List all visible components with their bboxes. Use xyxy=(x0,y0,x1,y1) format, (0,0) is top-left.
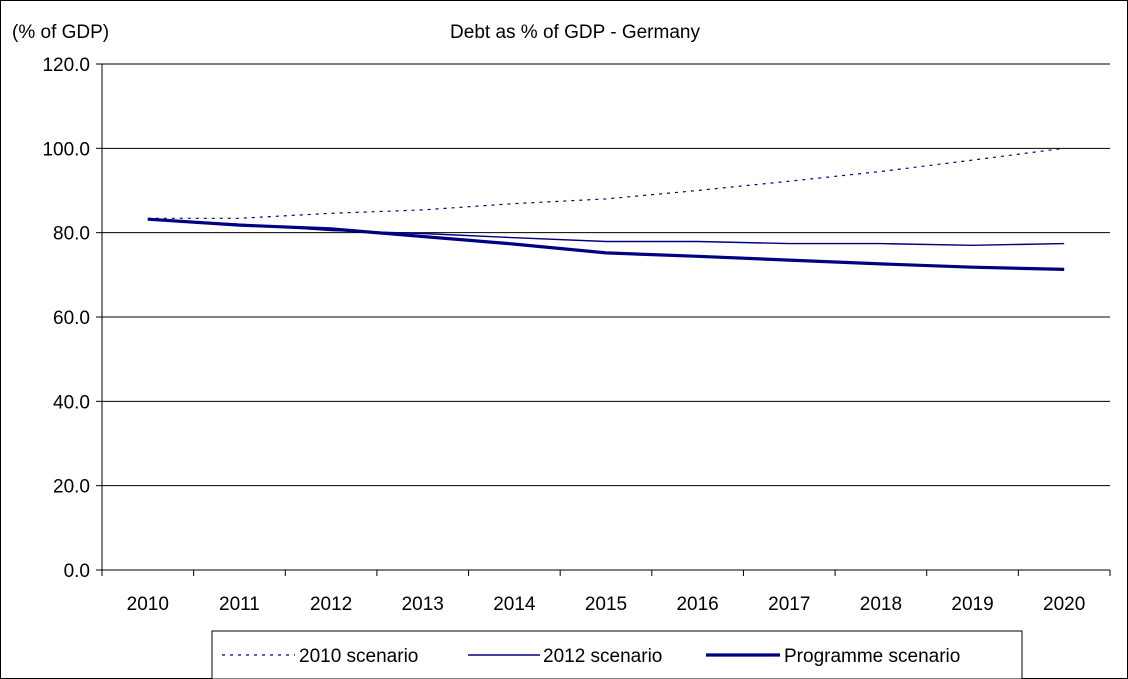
x-tick-label: 2019 xyxy=(951,594,993,615)
x-tick-label: 2017 xyxy=(768,594,810,615)
series-line xyxy=(147,217,1065,271)
legend-label: 2012 scenario xyxy=(543,646,662,667)
x-tick-label: 2010 xyxy=(127,594,169,615)
x-axis-ticks: 2010 2011 2012 2013 2014 2015 2016 2017 2018 2019… xyxy=(101,570,1111,615)
y-axis-unit-label: (% of GDP) xyxy=(12,22,109,43)
x-tick-label: 2014 xyxy=(493,594,536,615)
legend-label: 2010 scenario xyxy=(299,646,418,667)
legend: 2010 scenario 2012 scenario Programme scen… xyxy=(211,630,1023,679)
y-tick-label: 80.0 xyxy=(53,224,90,245)
legend-label: Programme scenario xyxy=(784,646,960,667)
y-tick-label: 120.0 xyxy=(42,55,90,76)
x-tick-label: 2018 xyxy=(860,594,902,615)
series-lines xyxy=(147,147,1065,271)
x-tick-label: 2012 xyxy=(310,594,352,615)
y-tick-label: 60.0 xyxy=(53,308,90,329)
y-tick-label: 0.0 xyxy=(64,561,90,582)
y-tick-label: 40.0 xyxy=(53,392,90,413)
x-tick-label: 2020 xyxy=(1043,594,1085,615)
chart-title: Debt as % of GDP - Germany xyxy=(450,22,700,43)
x-tick-label: 2016 xyxy=(676,594,718,615)
legend-box xyxy=(211,630,1023,679)
y-axis-ticks: 0.0 20.0 40.0 60.0 80.0 100.0 120.0 xyxy=(42,55,102,582)
y-tick-label: 20.0 xyxy=(53,477,90,498)
x-tick-label: 2011 xyxy=(219,594,260,615)
series-line xyxy=(147,147,1065,219)
y-tick-label: 100.0 xyxy=(42,139,90,160)
x-tick-label: 2013 xyxy=(402,594,444,615)
gridlines xyxy=(102,63,1110,487)
x-tick-label: 2015 xyxy=(585,594,627,615)
